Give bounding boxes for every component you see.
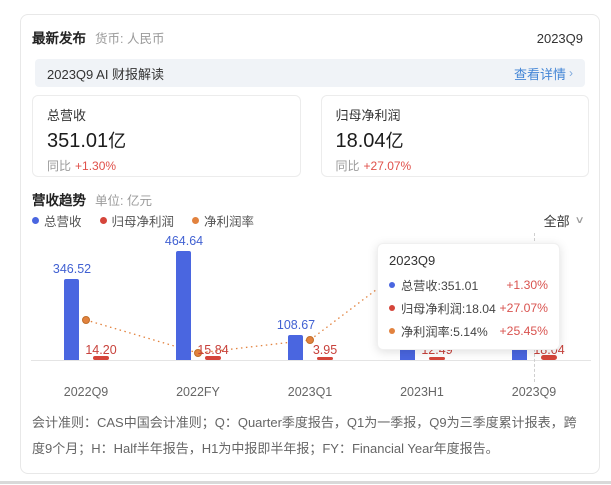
x-axis-line bbox=[31, 360, 591, 361]
profit-value-2023Q1: 3.95 bbox=[312, 343, 338, 357]
legend-item-net-profit[interactable]: 归母净利润 bbox=[99, 211, 175, 230]
bar-revenue-2022Q9 bbox=[64, 279, 79, 360]
card-value: 351.01亿 bbox=[47, 127, 286, 153]
legend-row: 总营收 归母净利润 净利润率 全部 ∨ bbox=[32, 211, 585, 230]
tooltip-label: 归母净利润:18.04 bbox=[401, 301, 496, 316]
red-dot-icon bbox=[389, 304, 395, 311]
currency-label: 货币: 人民币 bbox=[95, 32, 165, 46]
tooltip-change: +25.45% bbox=[499, 323, 548, 338]
chart-tooltip: 2023Q9 总营收:351.01 +1.30% 归母净利润:18.04 +27… bbox=[377, 243, 560, 350]
tooltip-change: +1.30% bbox=[506, 277, 548, 292]
legend-label: 归母净利润 bbox=[111, 215, 175, 229]
yoy-value: +1.30% bbox=[75, 159, 117, 173]
legend-label: 净利润率 bbox=[204, 215, 255, 229]
yoy-label: 同比 bbox=[335, 159, 360, 173]
latest-release-title: 最新发布 bbox=[32, 31, 86, 46]
trend-title: 营收趋势 bbox=[32, 193, 86, 208]
trend-section-header: 营收趋势 单位: 亿元 bbox=[32, 189, 152, 209]
bar-profit-2023Q9 bbox=[541, 355, 557, 360]
legend-label: 总营收 bbox=[44, 215, 82, 229]
view-details-link[interactable]: 查看详情 › bbox=[514, 64, 573, 83]
view-details-label: 查看详情 bbox=[513, 66, 566, 82]
orange-dot-icon bbox=[192, 217, 200, 224]
bar-profit-2023H1 bbox=[429, 357, 445, 360]
card-title: 归母净利润 bbox=[335, 108, 401, 123]
x-axis-label-2022FY: 2022FY bbox=[176, 385, 220, 399]
profit-number: 18.04 bbox=[335, 130, 386, 152]
bar-value-2022FY: 464.64 bbox=[164, 234, 204, 248]
range-selector-value: 全部 bbox=[543, 214, 570, 229]
tooltip-title: 2023Q9 bbox=[389, 253, 436, 268]
bar-profit-2022Q9 bbox=[93, 356, 109, 360]
red-dot-icon bbox=[99, 217, 107, 224]
range-selector-dropdown[interactable]: 全部 ∨ bbox=[543, 211, 585, 230]
blue-dot-icon bbox=[32, 217, 39, 224]
bar-value-2023Q1: 108.67 bbox=[276, 318, 316, 332]
header-row: 最新发布 货币: 人民币 2023Q9 bbox=[32, 27, 583, 47]
blue-dot-icon bbox=[389, 281, 395, 288]
banner-title: 2023Q9 AI 财报解读 bbox=[47, 66, 165, 82]
tooltip-change: +27.07% bbox=[499, 300, 548, 315]
profit-value-2022FY: 15.84 bbox=[197, 343, 229, 357]
card-yoy-row: 同比 +27.07% bbox=[336, 157, 575, 174]
accounting-footnote: 会计准则：CAS中国会计准则；Q：Quarter季度报告，Q1为一季报，Q9为三… bbox=[32, 415, 577, 456]
report-period: 2023Q9 bbox=[536, 31, 583, 46]
tooltip-label: 净利润率:5.14% bbox=[401, 324, 488, 339]
tooltip-label: 总营收:351.01 bbox=[401, 278, 479, 293]
summary-cards-row: 总营收 351.01亿 同比 +1.30% 归母净利润 18.04亿 同比 +27.… bbox=[32, 95, 589, 177]
tooltip-row-revenue: 总营收:351.01 +1.30% bbox=[389, 273, 548, 296]
x-axis-label-2023H1: 2023H1 bbox=[400, 385, 444, 399]
bar-value-2022Q9: 346.52 bbox=[52, 262, 92, 276]
card-value: 18.04亿 bbox=[336, 127, 575, 153]
tooltip-row-net-margin: 净利润率:5.14% +25.45% bbox=[389, 319, 548, 342]
bar-profit-2022FY bbox=[205, 356, 221, 360]
yoy-value: +27.07% bbox=[363, 159, 412, 173]
unit-label: 单位: 亿元 bbox=[95, 194, 152, 208]
tooltip-row-net-profit: 归母净利润:18.04 +27.07% bbox=[389, 296, 548, 319]
net-profit-card: 归母净利润 18.04亿 同比 +27.07% bbox=[320, 95, 589, 177]
bar-revenue-2023Q1 bbox=[288, 335, 303, 360]
bar-revenue-2022FY bbox=[176, 251, 191, 360]
legend-item-revenue[interactable]: 总营收 bbox=[32, 211, 82, 230]
page-bottom-divider bbox=[0, 481, 611, 484]
chevron-down-icon: ∨ bbox=[574, 215, 585, 226]
revenue-number: 351.01 bbox=[47, 130, 109, 152]
ai-report-banner: 2023Q9 AI 财报解读 查看详情 › bbox=[35, 59, 585, 87]
x-axis-label-2023Q1: 2023Q1 bbox=[287, 385, 333, 399]
chevron-right-icon: › bbox=[569, 66, 573, 80]
card-yoy-row: 同比 +1.30% bbox=[47, 157, 286, 174]
legend-item-net-margin[interactable]: 净利润率 bbox=[192, 211, 254, 230]
yoy-label: 同比 bbox=[47, 159, 72, 173]
bar-profit-2023Q1 bbox=[317, 357, 333, 360]
x-axis-label-2023Q9: 2023Q9 bbox=[511, 385, 557, 399]
total-revenue-card: 总营收 351.01亿 同比 +1.30% bbox=[32, 95, 301, 177]
revenue-unit: 亿 bbox=[108, 131, 127, 151]
orange-dot-icon bbox=[389, 327, 395, 334]
profit-value-2022Q9: 14.20 bbox=[85, 343, 117, 357]
net-margin-point-2022Q9 bbox=[82, 316, 90, 324]
chart-legend: 总营收 归母净利润 净利润率 bbox=[32, 211, 254, 230]
profit-unit: 亿 bbox=[385, 131, 404, 151]
financial-report-panel: 最新发布 货币: 人民币 2023Q9 2023Q9 AI 财报解读 查看详情 … bbox=[20, 14, 600, 474]
x-axis-label-2022Q9: 2022Q9 bbox=[63, 385, 109, 399]
card-title: 总营收 bbox=[47, 108, 87, 123]
